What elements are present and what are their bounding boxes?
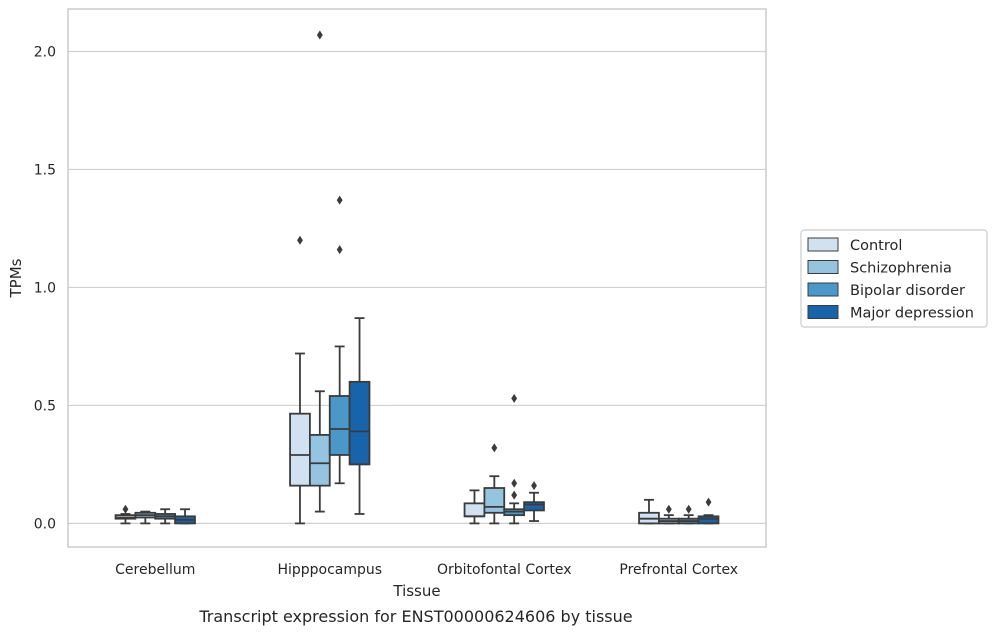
outlier-point [531,481,537,491]
legend: Control Schizophrenia Bipolar disorder Majo… [800,229,988,328]
y-tick-label: 1.5 [34,162,56,178]
legend-swatch [807,237,839,252]
x-tick-label: Orbitofontal Cortex [437,562,572,578]
box-2-2 [503,393,525,525]
y-axis-label: TPMs [7,258,25,298]
outlier-point [122,504,129,514]
box-3-3 [697,497,720,525]
y-axis-ticks: 0.0 0.5 1.0 1.5 2.0 [34,44,56,532]
outlier-point [336,245,343,255]
outlier-point [511,490,518,500]
box-3-0 [638,498,660,525]
box-0-0 [114,504,137,525]
figure-caption: Transcript expression for ENST0000062460… [198,607,632,626]
grid-lines [68,50,766,525]
x-tick-label: Prefrontal Cortex [619,562,738,578]
y-tick-label: 0.0 [34,516,56,532]
box-1-1 [309,30,331,513]
legend-label: Bipolar disorder [850,283,965,299]
box-series [114,30,720,525]
box-0-1 [134,510,157,525]
box-3-2 [677,504,700,525]
box-body [289,412,311,487]
outlier-point [665,504,672,514]
box-1-2 [328,195,351,485]
y-tick-label: 0.5 [34,398,56,414]
legend-swatch [807,305,839,319]
plot-frame [67,8,767,548]
outlier-point [685,504,692,514]
y-tick-label: 2.0 [34,44,56,60]
outlier-point [297,235,303,245]
legend-frame [800,229,988,328]
legend-swatch [807,282,839,297]
legend-swatch [807,260,839,274]
x-axis-ticks: Cerebellum Hipppocampus Orbitofontal Corte… [115,562,738,578]
x-tick-label: Cerebellum [115,562,195,578]
outlier-point [316,30,323,40]
box-1-0 [289,235,311,525]
legend-label: Major depression [850,306,974,322]
box-body [697,515,720,525]
outlier-point [511,393,518,403]
box-body [309,434,331,487]
box-body [328,395,351,456]
box-body [523,501,545,512]
outlier-point [336,195,343,205]
x-tick-label: Hipppocampus [277,562,382,578]
box-2-1 [483,443,506,525]
box-0-3 [174,508,196,525]
box-3-1 [658,504,680,525]
box-1-3 [348,317,371,515]
box-2-3 [523,481,545,522]
legend-label: Control [850,238,902,254]
y-tick-label: 1.0 [34,280,56,296]
box-body [348,380,371,466]
box-body [483,487,506,514]
box-0-2 [154,508,176,525]
outlier-point [511,478,518,488]
outlier-point [491,443,498,453]
outlier-point [705,497,712,507]
legend-label: Schizophrenia [850,261,952,277]
x-axis-label: Tissue [392,582,440,600]
box-body [463,502,486,518]
box-2-0 [463,489,486,525]
